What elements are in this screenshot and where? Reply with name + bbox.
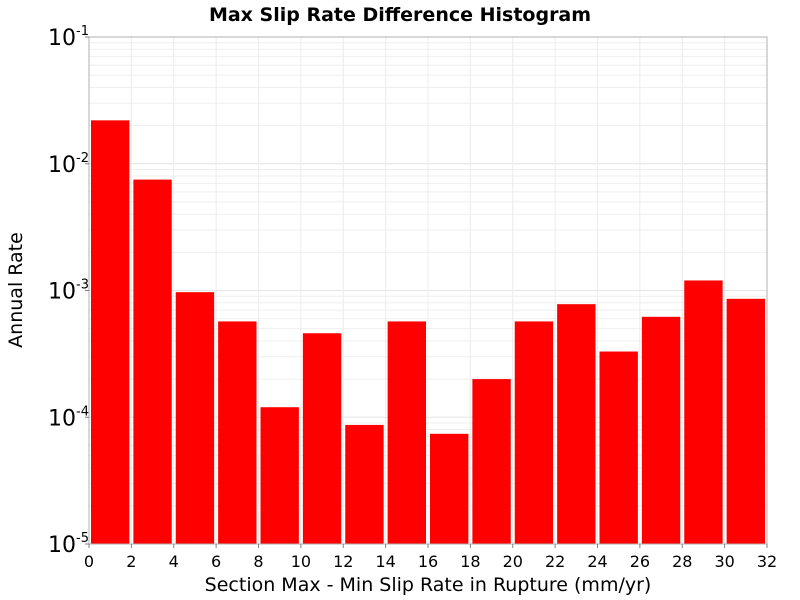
x-tick-label: 8 xyxy=(253,552,263,571)
x-tick-label: 18 xyxy=(460,552,480,571)
bar-26-28 xyxy=(641,316,681,544)
x-axis-ticks: 0 2 4 6 8 10 12 14 16 18 20 22 24 26 28 30 32 xyxy=(84,544,777,571)
bar-10-12 xyxy=(302,333,342,544)
x-tick-label: 22 xyxy=(545,552,565,571)
x-axis-label: Section Max - Min Slip Rate in Rupture (… xyxy=(205,574,652,596)
x-tick-label: 16 xyxy=(418,552,438,571)
x-tick-label: 4 xyxy=(169,552,179,571)
x-tick-label: 12 xyxy=(333,552,353,571)
x-tick-label: 30 xyxy=(714,552,734,571)
bar-14-16 xyxy=(387,321,426,544)
x-tick-label: 2 xyxy=(126,552,136,571)
y-tick-label: 10-5 xyxy=(48,531,89,558)
x-tick-label: 28 xyxy=(672,552,692,571)
bar-12-14 xyxy=(345,424,384,544)
bar-20-22 xyxy=(514,321,554,544)
bar-4-6 xyxy=(175,292,215,544)
y-tick-label: 10-4 xyxy=(48,404,89,431)
y-tick-label: 10-1 xyxy=(48,24,89,51)
x-tick-label: 24 xyxy=(587,552,607,571)
bar-6-8 xyxy=(218,321,257,544)
bars xyxy=(91,120,765,544)
x-tick-label: 6 xyxy=(211,552,221,571)
bar-2-4 xyxy=(133,179,172,544)
bar-28-30 xyxy=(684,280,723,544)
bar-30-32 xyxy=(726,298,765,544)
y-tick-label: 10-2 xyxy=(48,151,89,178)
x-tick-label: 32 xyxy=(757,552,777,571)
x-tick-label: 0 xyxy=(84,552,94,571)
y-axis-label: Annual Rate xyxy=(5,232,27,348)
bar-0-2 xyxy=(91,120,130,544)
chart-title: Max Slip Rate Difference Histogram xyxy=(209,4,591,26)
y-tick-label: 10-3 xyxy=(48,278,89,305)
x-tick-label: 10 xyxy=(291,552,311,571)
bar-24-26 xyxy=(599,351,638,544)
x-tick-label: 20 xyxy=(503,552,523,571)
x-tick-label: 26 xyxy=(630,552,650,571)
y-axis-ticks: 10-5 10-4 10-3 10-2 10-1 xyxy=(48,24,89,558)
bar-16-18 xyxy=(430,433,469,544)
bar-8-10 xyxy=(260,407,299,544)
bar-22-24 xyxy=(557,304,596,544)
x-tick-label: 14 xyxy=(375,552,395,571)
bar-18-20 xyxy=(472,379,511,544)
